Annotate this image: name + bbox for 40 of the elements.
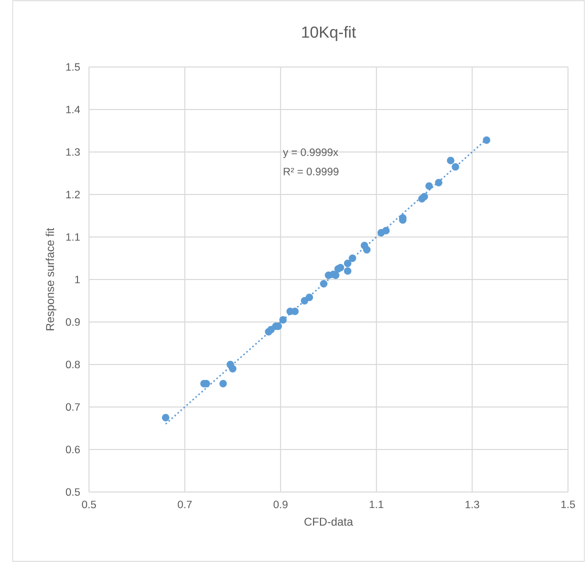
point [446,156,454,164]
point [420,192,428,200]
point [320,280,328,288]
y-tick-label: 1.2 [66,190,80,198]
y-axis-title: Response surface fit [46,228,56,330]
y-tick-label: 0.8 [66,360,80,368]
y-tick-label: 1.5 [66,63,80,71]
x-tick-label: 0.7 [178,500,192,508]
x-tick-label: 0.9 [274,500,288,508]
annotation: R² = 0.9999 [284,168,338,176]
y-tick-label: 0.9 [66,318,80,326]
point [228,365,236,372]
y-tick-label: 1.3 [66,148,80,156]
point [344,260,352,268]
point [382,226,390,234]
point [348,254,356,262]
y-tick-label: 1 [75,276,80,284]
x-tick-label: 0.5 [82,500,96,508]
point [344,267,352,275]
point [434,178,442,186]
y-tick-label: 0.5 [66,488,80,496]
x-axis-title: CFD-data [304,517,354,526]
point [363,246,371,254]
point [279,316,287,324]
annotation: y = 0.9999x [282,148,338,158]
point [162,414,170,422]
x-tick-label: 1.3 [466,500,480,508]
point [336,264,344,272]
y-tick-label: 0.7 [66,403,80,411]
point [219,380,227,388]
x-tick-label: 1.1 [370,500,384,508]
y-tick-label: 0.6 [66,446,80,454]
chart-title: 10Kq-fit [302,26,356,41]
x-tick-label: 1.5 [561,500,575,508]
point [306,294,314,302]
point [482,136,490,144]
point [452,163,460,171]
y-tick-label: 1.1 [66,233,80,241]
y-tick-label: 1.4 [66,106,80,114]
point [425,182,433,190]
